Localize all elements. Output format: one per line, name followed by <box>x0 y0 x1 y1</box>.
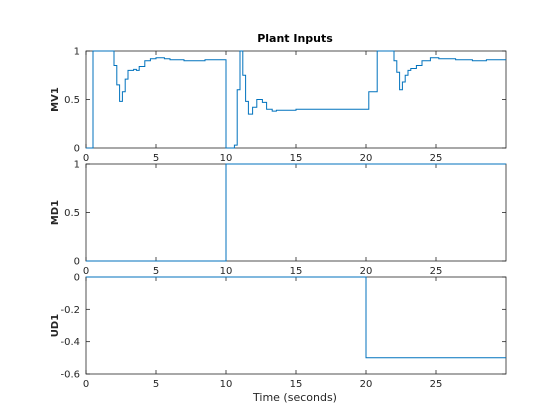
x-tick-label: 15 <box>290 379 303 390</box>
y-tick-label: 0.5 <box>64 95 80 106</box>
x-tick-label: 5 <box>153 379 159 390</box>
y-tick-label: -0.4 <box>60 337 80 348</box>
x-tick-label: 20 <box>360 379 373 390</box>
x-tick-label: 25 <box>430 266 443 277</box>
y-tick-label: 0 <box>74 273 80 284</box>
x-tick-label: 0 <box>83 153 89 164</box>
x-tick-label: 15 <box>290 153 303 164</box>
y-axis-label: MD1 <box>50 200 61 225</box>
y-tick-label: 0 <box>74 144 80 155</box>
x-tick-label: 15 <box>290 266 303 277</box>
y-axis-label: MV1 <box>50 87 61 112</box>
axes-box <box>85 276 507 375</box>
x-tick-label: 5 <box>153 266 159 277</box>
series-line-ud1 <box>86 276 506 359</box>
figure-title: Plant Inputs <box>257 32 333 45</box>
axes-box <box>85 50 507 149</box>
x-tick-label: 10 <box>220 266 233 277</box>
x-tick-label: 25 <box>430 153 443 164</box>
x-tick-label: 5 <box>153 153 159 164</box>
x-tick-label: 25 <box>430 379 443 390</box>
x-axis-label: Time (seconds) <box>252 391 337 404</box>
y-tick-label: 0.5 <box>64 208 80 219</box>
y-tick-label: -0.6 <box>60 370 80 381</box>
x-tick-label: 0 <box>83 379 89 390</box>
x-tick-label: 0 <box>83 266 89 277</box>
x-tick-label: 10 <box>220 153 233 164</box>
y-tick-label: 0 <box>74 257 80 268</box>
axes-box <box>85 163 507 262</box>
y-tick-label: 1 <box>74 47 80 58</box>
y-tick-label: -0.2 <box>60 305 80 316</box>
x-tick-label: 20 <box>360 266 373 277</box>
x-tick-label: 10 <box>220 379 233 390</box>
series-line-md1 <box>86 163 506 262</box>
series-line-mv1 <box>86 50 506 149</box>
x-tick-label: 20 <box>360 153 373 164</box>
y-tick-label: 1 <box>74 160 80 171</box>
y-axis-label: UD1 <box>50 314 61 337</box>
